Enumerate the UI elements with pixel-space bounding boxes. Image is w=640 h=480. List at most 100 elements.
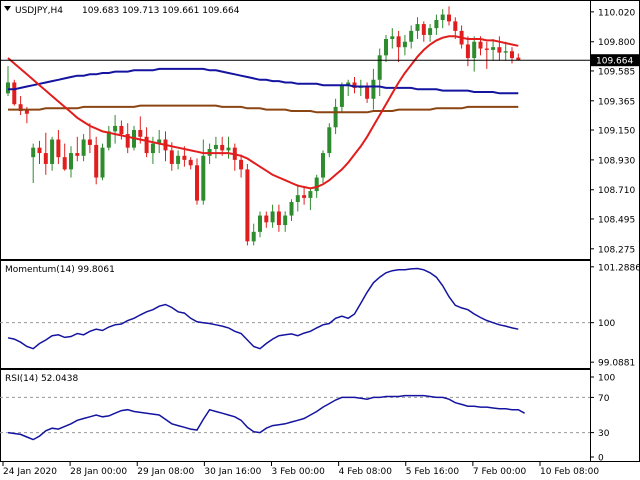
candle-body xyxy=(491,47,496,50)
ma-mid-line xyxy=(8,67,519,95)
candle-body xyxy=(43,153,48,164)
candle xyxy=(106,125,111,151)
candle-body xyxy=(226,147,231,151)
time-tick-label: 4 Feb 08:00 xyxy=(339,467,393,477)
candle-body xyxy=(314,177,319,192)
momentum-line xyxy=(7,267,519,350)
candle xyxy=(195,158,199,205)
candle-body xyxy=(346,82,351,86)
candle-body xyxy=(69,153,73,170)
candle-body xyxy=(283,215,288,226)
candle-body xyxy=(87,139,92,145)
candle-body xyxy=(37,147,42,154)
candle-body xyxy=(478,41,483,49)
candle-body xyxy=(239,159,244,170)
candle xyxy=(56,130,61,164)
candle xyxy=(321,150,325,183)
candle xyxy=(352,77,357,94)
candle-body xyxy=(390,36,395,40)
candle-body xyxy=(484,48,489,50)
candle-body xyxy=(195,165,199,201)
candle-body xyxy=(434,20,439,29)
candle xyxy=(69,146,73,178)
rsi-axis: 100 70 30 0 xyxy=(590,374,615,464)
candle xyxy=(497,36,502,61)
candle-body xyxy=(201,155,206,201)
candle-body xyxy=(415,24,420,31)
candle-body xyxy=(150,143,155,154)
candle xyxy=(491,39,496,61)
candle-body xyxy=(365,86,370,99)
momentum-panel-frame xyxy=(0,260,591,369)
candle-body xyxy=(333,106,338,128)
candle xyxy=(447,6,451,26)
candle-body xyxy=(119,125,124,135)
candle-body xyxy=(94,144,99,178)
candle xyxy=(295,184,300,212)
candle xyxy=(440,9,445,29)
candle xyxy=(402,34,407,56)
candle xyxy=(239,154,244,178)
momentum-tick-label: 100 xyxy=(598,319,615,329)
candle-body xyxy=(327,127,332,154)
candle xyxy=(384,34,388,63)
triangle-down-icon xyxy=(4,6,11,11)
candle-body xyxy=(276,211,281,226)
candle xyxy=(371,68,376,110)
candle xyxy=(503,41,508,61)
candle-body xyxy=(182,155,187,160)
candle xyxy=(81,134,86,162)
candle-body xyxy=(371,79,376,99)
candle xyxy=(43,132,48,175)
price-tick-label: 108.710 xyxy=(598,186,635,196)
candle xyxy=(50,136,55,171)
candle xyxy=(264,211,269,228)
time-tick-label: 10 Feb 08:00 xyxy=(540,467,599,477)
candle-body xyxy=(453,21,458,31)
candle-body xyxy=(308,191,313,198)
candle-body xyxy=(12,82,17,105)
candle xyxy=(75,136,80,162)
candle-body xyxy=(138,130,143,137)
candle-body xyxy=(188,159,193,166)
candle xyxy=(188,157,193,170)
candle xyxy=(157,130,162,154)
candle-body xyxy=(472,41,477,59)
candle-body xyxy=(396,36,401,48)
candle-body xyxy=(258,215,262,232)
candle-body xyxy=(384,39,388,56)
momentum-tick-label: 99.0881 xyxy=(598,359,635,369)
candle xyxy=(339,82,344,113)
time-axis: 24 Jan 2020 28 Jan 00:00 29 Jan 08:00 30 Ja… xyxy=(2,462,599,477)
candle-body xyxy=(31,147,36,158)
candle-body xyxy=(409,30,414,42)
momentum-axis: 101.2886 100 99.0881 xyxy=(590,263,640,369)
candle-body xyxy=(113,125,118,132)
candle-body xyxy=(220,144,225,151)
time-tick-label: 3 Feb 00:00 xyxy=(272,467,326,477)
candle xyxy=(434,14,439,35)
candle-body xyxy=(169,150,174,164)
candle xyxy=(12,79,17,106)
candle xyxy=(484,41,489,69)
candle xyxy=(100,143,105,181)
momentum-tick-label: 101.2886 xyxy=(598,263,640,273)
candle-body xyxy=(125,134,130,148)
candle xyxy=(289,199,294,221)
candle-body xyxy=(100,147,105,178)
candle xyxy=(415,17,420,40)
candle-body xyxy=(213,144,218,150)
price-tick-label: 108.495 xyxy=(598,215,635,225)
candle xyxy=(226,136,231,159)
time-tick-label: 7 Feb 00:00 xyxy=(473,467,527,477)
symbol-label: USDJPY,H4 xyxy=(15,6,63,16)
candle xyxy=(125,123,130,154)
candle xyxy=(6,66,10,97)
price-tick-label: 109.800 xyxy=(598,38,635,48)
candle xyxy=(333,98,338,135)
candle xyxy=(276,204,281,232)
time-tick-label: 24 Jan 2020 xyxy=(3,467,57,477)
candle-body xyxy=(377,55,382,80)
time-tick-label: 29 Jan 08:00 xyxy=(137,467,194,477)
